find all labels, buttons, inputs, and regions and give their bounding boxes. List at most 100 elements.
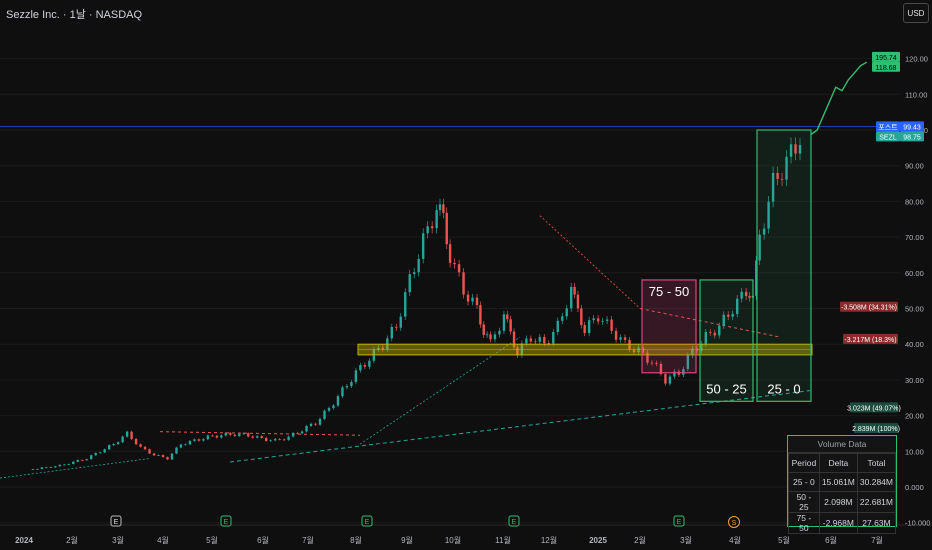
candle-body bbox=[704, 331, 707, 344]
candle-body bbox=[260, 436, 263, 439]
earnings-marker[interactable] bbox=[673, 515, 685, 527]
y-tick-label: 110.00 bbox=[905, 90, 927, 99]
candle-body bbox=[242, 433, 245, 435]
candle-body bbox=[72, 461, 75, 465]
candle-body bbox=[506, 314, 509, 320]
candle-body bbox=[309, 423, 313, 427]
candle-body bbox=[166, 457, 169, 460]
candle-body bbox=[282, 439, 286, 441]
row-delta: -2.968M bbox=[818, 512, 858, 534]
candle-body bbox=[305, 426, 308, 432]
candle-body bbox=[462, 272, 465, 295]
forecast-line bbox=[810, 61, 868, 136]
x-tick-label: 10월 bbox=[445, 535, 461, 545]
candle-body bbox=[381, 347, 385, 350]
earnings-marker[interactable] bbox=[361, 515, 373, 527]
candle-body bbox=[529, 338, 533, 342]
x-tick-label: 11월 bbox=[495, 535, 511, 545]
earnings-marker[interactable] bbox=[220, 515, 232, 527]
y-tick-label: 90.00 bbox=[905, 162, 924, 171]
candle-body bbox=[112, 444, 115, 446]
price-label-text: -3.508M (34.31%) bbox=[841, 305, 897, 312]
candle-body bbox=[442, 204, 445, 213]
candle-body bbox=[354, 370, 358, 382]
candle-body bbox=[556, 320, 559, 333]
candle-body bbox=[251, 436, 254, 438]
candle-body bbox=[85, 459, 88, 461]
candle-body bbox=[479, 305, 482, 325]
candle-body bbox=[592, 318, 595, 321]
candle-body bbox=[565, 308, 568, 317]
candle-body bbox=[413, 272, 416, 275]
earnings-marker[interactable] bbox=[110, 515, 122, 527]
candle-body bbox=[323, 410, 326, 419]
candle-body bbox=[646, 352, 649, 363]
price-label-text: SEZL bbox=[879, 134, 897, 141]
earnings-marker-label: E bbox=[677, 519, 682, 526]
candle-body bbox=[107, 445, 111, 450]
candle-body bbox=[170, 453, 174, 460]
y-tick-label: 60.00 bbox=[905, 269, 924, 278]
price-label-text: 99.43 bbox=[903, 124, 921, 131]
candle-body bbox=[327, 408, 331, 411]
candle-body bbox=[475, 297, 479, 306]
candle-body bbox=[583, 325, 586, 334]
candle-body bbox=[269, 440, 272, 442]
x-tick-label: 2024 bbox=[15, 536, 33, 545]
candle-body bbox=[485, 334, 489, 336]
candle-body bbox=[543, 337, 546, 344]
candle-body bbox=[552, 332, 555, 344]
candle-body bbox=[233, 434, 236, 436]
candle-body bbox=[637, 347, 640, 353]
candle-body bbox=[300, 431, 304, 434]
decline-trendline bbox=[539, 215, 641, 309]
candle-body bbox=[498, 330, 501, 335]
candle-body bbox=[116, 442, 120, 445]
candle-body bbox=[471, 297, 474, 302]
candle-body bbox=[350, 381, 353, 387]
price-label-text: 2.839M (100%) bbox=[852, 426, 900, 433]
candle-body bbox=[175, 447, 178, 454]
candle-body bbox=[516, 347, 519, 356]
price-label-tag bbox=[876, 121, 900, 132]
row-period: 25 - 0 bbox=[788, 472, 820, 492]
y-tick-label: 80.00 bbox=[905, 197, 924, 206]
x-tick-label: 4월 bbox=[729, 535, 741, 545]
volume-data-title: Volume Data bbox=[788, 436, 896, 453]
currency-button[interactable]: USD bbox=[903, 3, 929, 23]
candle-body bbox=[650, 362, 654, 364]
candle-body bbox=[206, 435, 210, 440]
candle-body bbox=[273, 438, 277, 441]
earnings-marker[interactable] bbox=[508, 515, 520, 527]
x-tick-label: 7월 bbox=[871, 535, 883, 545]
candle-body bbox=[148, 449, 151, 454]
y-tick-label: 20.00 bbox=[905, 412, 924, 421]
candle-body bbox=[493, 334, 497, 340]
price-label-tag bbox=[900, 131, 924, 142]
candle-body bbox=[363, 365, 367, 367]
candle-body bbox=[489, 334, 492, 340]
early-trendline bbox=[0, 458, 151, 479]
y-tick-label: 10.00 bbox=[905, 447, 924, 456]
y-tick-label: 0.000 bbox=[905, 483, 924, 492]
candle-body bbox=[345, 386, 349, 388]
candle-body bbox=[404, 292, 407, 317]
split-marker[interactable] bbox=[728, 516, 740, 528]
candle-body bbox=[193, 439, 196, 441]
candle-body bbox=[278, 438, 281, 440]
price-label-tag bbox=[854, 423, 898, 434]
x-tick-label: 2월 bbox=[634, 535, 646, 545]
y-tick-label: 30.00 bbox=[905, 376, 924, 385]
volume-data-panel: Volume Data Period Delta Total 25 - 0 15… bbox=[787, 435, 897, 534]
candle-body bbox=[534, 341, 537, 343]
candle-body bbox=[197, 439, 201, 441]
price-label-tag bbox=[840, 301, 898, 312]
candle-body bbox=[426, 226, 429, 234]
range-box-label: 75 - 50 bbox=[649, 284, 689, 299]
x-tick-label: 5월 bbox=[778, 535, 790, 545]
candle-body bbox=[655, 363, 658, 364]
candle-body bbox=[709, 331, 712, 333]
candle-body bbox=[188, 440, 192, 445]
candle-body bbox=[727, 314, 730, 317]
